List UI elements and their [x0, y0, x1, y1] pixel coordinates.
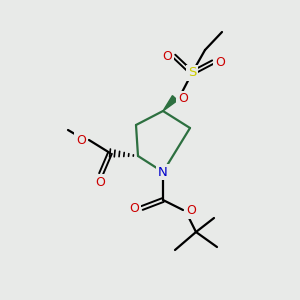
Text: N: N — [158, 166, 168, 178]
Text: O: O — [215, 56, 225, 68]
Text: O: O — [162, 50, 172, 62]
Text: O: O — [186, 205, 196, 218]
Text: O: O — [129, 202, 139, 215]
Text: S: S — [188, 67, 196, 80]
Text: O: O — [95, 176, 105, 188]
Text: O: O — [76, 134, 86, 146]
Polygon shape — [163, 96, 178, 111]
Text: O: O — [178, 92, 188, 106]
